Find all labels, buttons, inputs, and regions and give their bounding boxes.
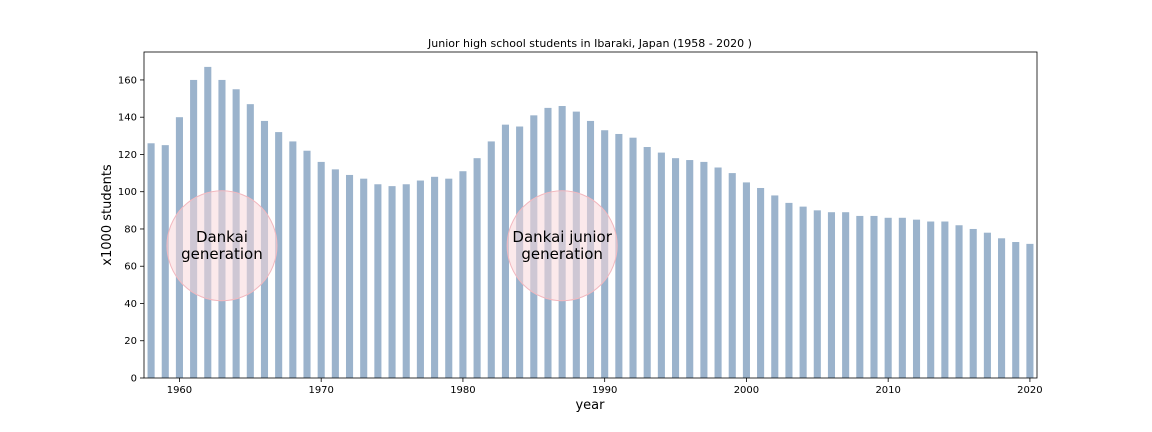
bar-1974 [374,184,382,378]
bar-1972 [345,174,354,378]
bar-1981 [473,158,481,378]
x-axis: 1960 1970 1980 1990 2000 2010 2020 [167,378,1043,396]
x-tick-label: 1990 [592,385,617,396]
y-axis: 0 20 40 60 80 100 120 140 160 [118,75,144,385]
bar-1992 [629,137,637,378]
y-tick-label: 60 [124,262,137,273]
y-tick-label: 0 [131,374,137,385]
y-tick-label: 80 [124,224,137,235]
bar-2005 [813,210,821,378]
y-tick-label: 120 [118,150,137,161]
bar-1993 [643,147,651,378]
bar-1982 [487,141,495,378]
bar-1994 [657,152,665,378]
annotation-text: generation [521,245,603,263]
bar-1977 [416,180,424,378]
y-tick-label: 40 [124,299,137,310]
bar-1995 [672,158,680,378]
bar-1978 [431,176,439,378]
y-tick-label: 140 [118,113,137,124]
x-tick-label: 1970 [308,385,333,396]
bar-2002 [771,195,779,378]
bar-1975 [388,186,396,378]
bar-2011 [898,217,906,378]
annotation-circle-1 [166,190,278,302]
x-tick-label: 2010 [875,385,900,396]
bar-1973 [360,178,368,378]
bar-2007 [842,212,850,378]
bar-2006 [827,212,836,378]
bar-2016 [969,228,977,378]
y-tick-label: 160 [118,75,137,86]
bar-2012 [912,219,921,378]
bar-2000 [742,182,750,378]
y-axis-title: x1000 students [100,164,115,266]
bar-2008 [856,215,864,378]
bar-1991 [615,133,623,378]
bar-1999 [728,173,736,378]
bar-1997 [700,161,708,378]
x-axis-title: year [575,398,605,413]
annotation-circle-2 [506,190,618,302]
bar-2014 [941,221,949,378]
x-tick-label: 1960 [167,385,192,396]
bar-1970 [317,161,325,378]
bar-2009 [870,215,878,378]
bar-2019 [1012,242,1020,378]
bar-2013 [927,221,935,378]
bar-2017 [983,232,991,378]
bar-1983 [501,124,509,379]
x-tick-label: 1980 [450,385,475,396]
bar-1968 [289,141,297,378]
bar-1979 [445,178,453,378]
bar-1971 [331,169,339,378]
bar-2020 [1026,243,1034,378]
bar-1980 [459,171,467,378]
y-tick-label: 20 [124,336,137,347]
bar-2004 [799,206,807,378]
bar-2018 [998,238,1006,378]
bar-1967 [275,132,283,378]
annotation-text: generation [181,245,263,263]
bar-2003 [785,202,793,378]
x-tick-label: 2020 [1017,385,1042,396]
bar-1996 [686,160,694,378]
bar-1976 [402,184,410,378]
annotation-text: Dankai [196,228,248,246]
annotation-text: Dankai junior [512,228,612,246]
chart-title: Junior high school students in Ibaraki, … [427,37,752,50]
bar-2001 [757,187,765,378]
bar-2010 [884,217,892,378]
bar-2015 [955,225,963,378]
y-tick-label: 100 [118,187,137,198]
x-tick-label: 2000 [734,385,759,396]
bar-1958 [147,143,155,378]
bar-1998 [714,167,722,378]
plot-frame [143,51,1038,379]
bar-1969 [303,150,311,378]
bar-1959 [161,145,169,378]
